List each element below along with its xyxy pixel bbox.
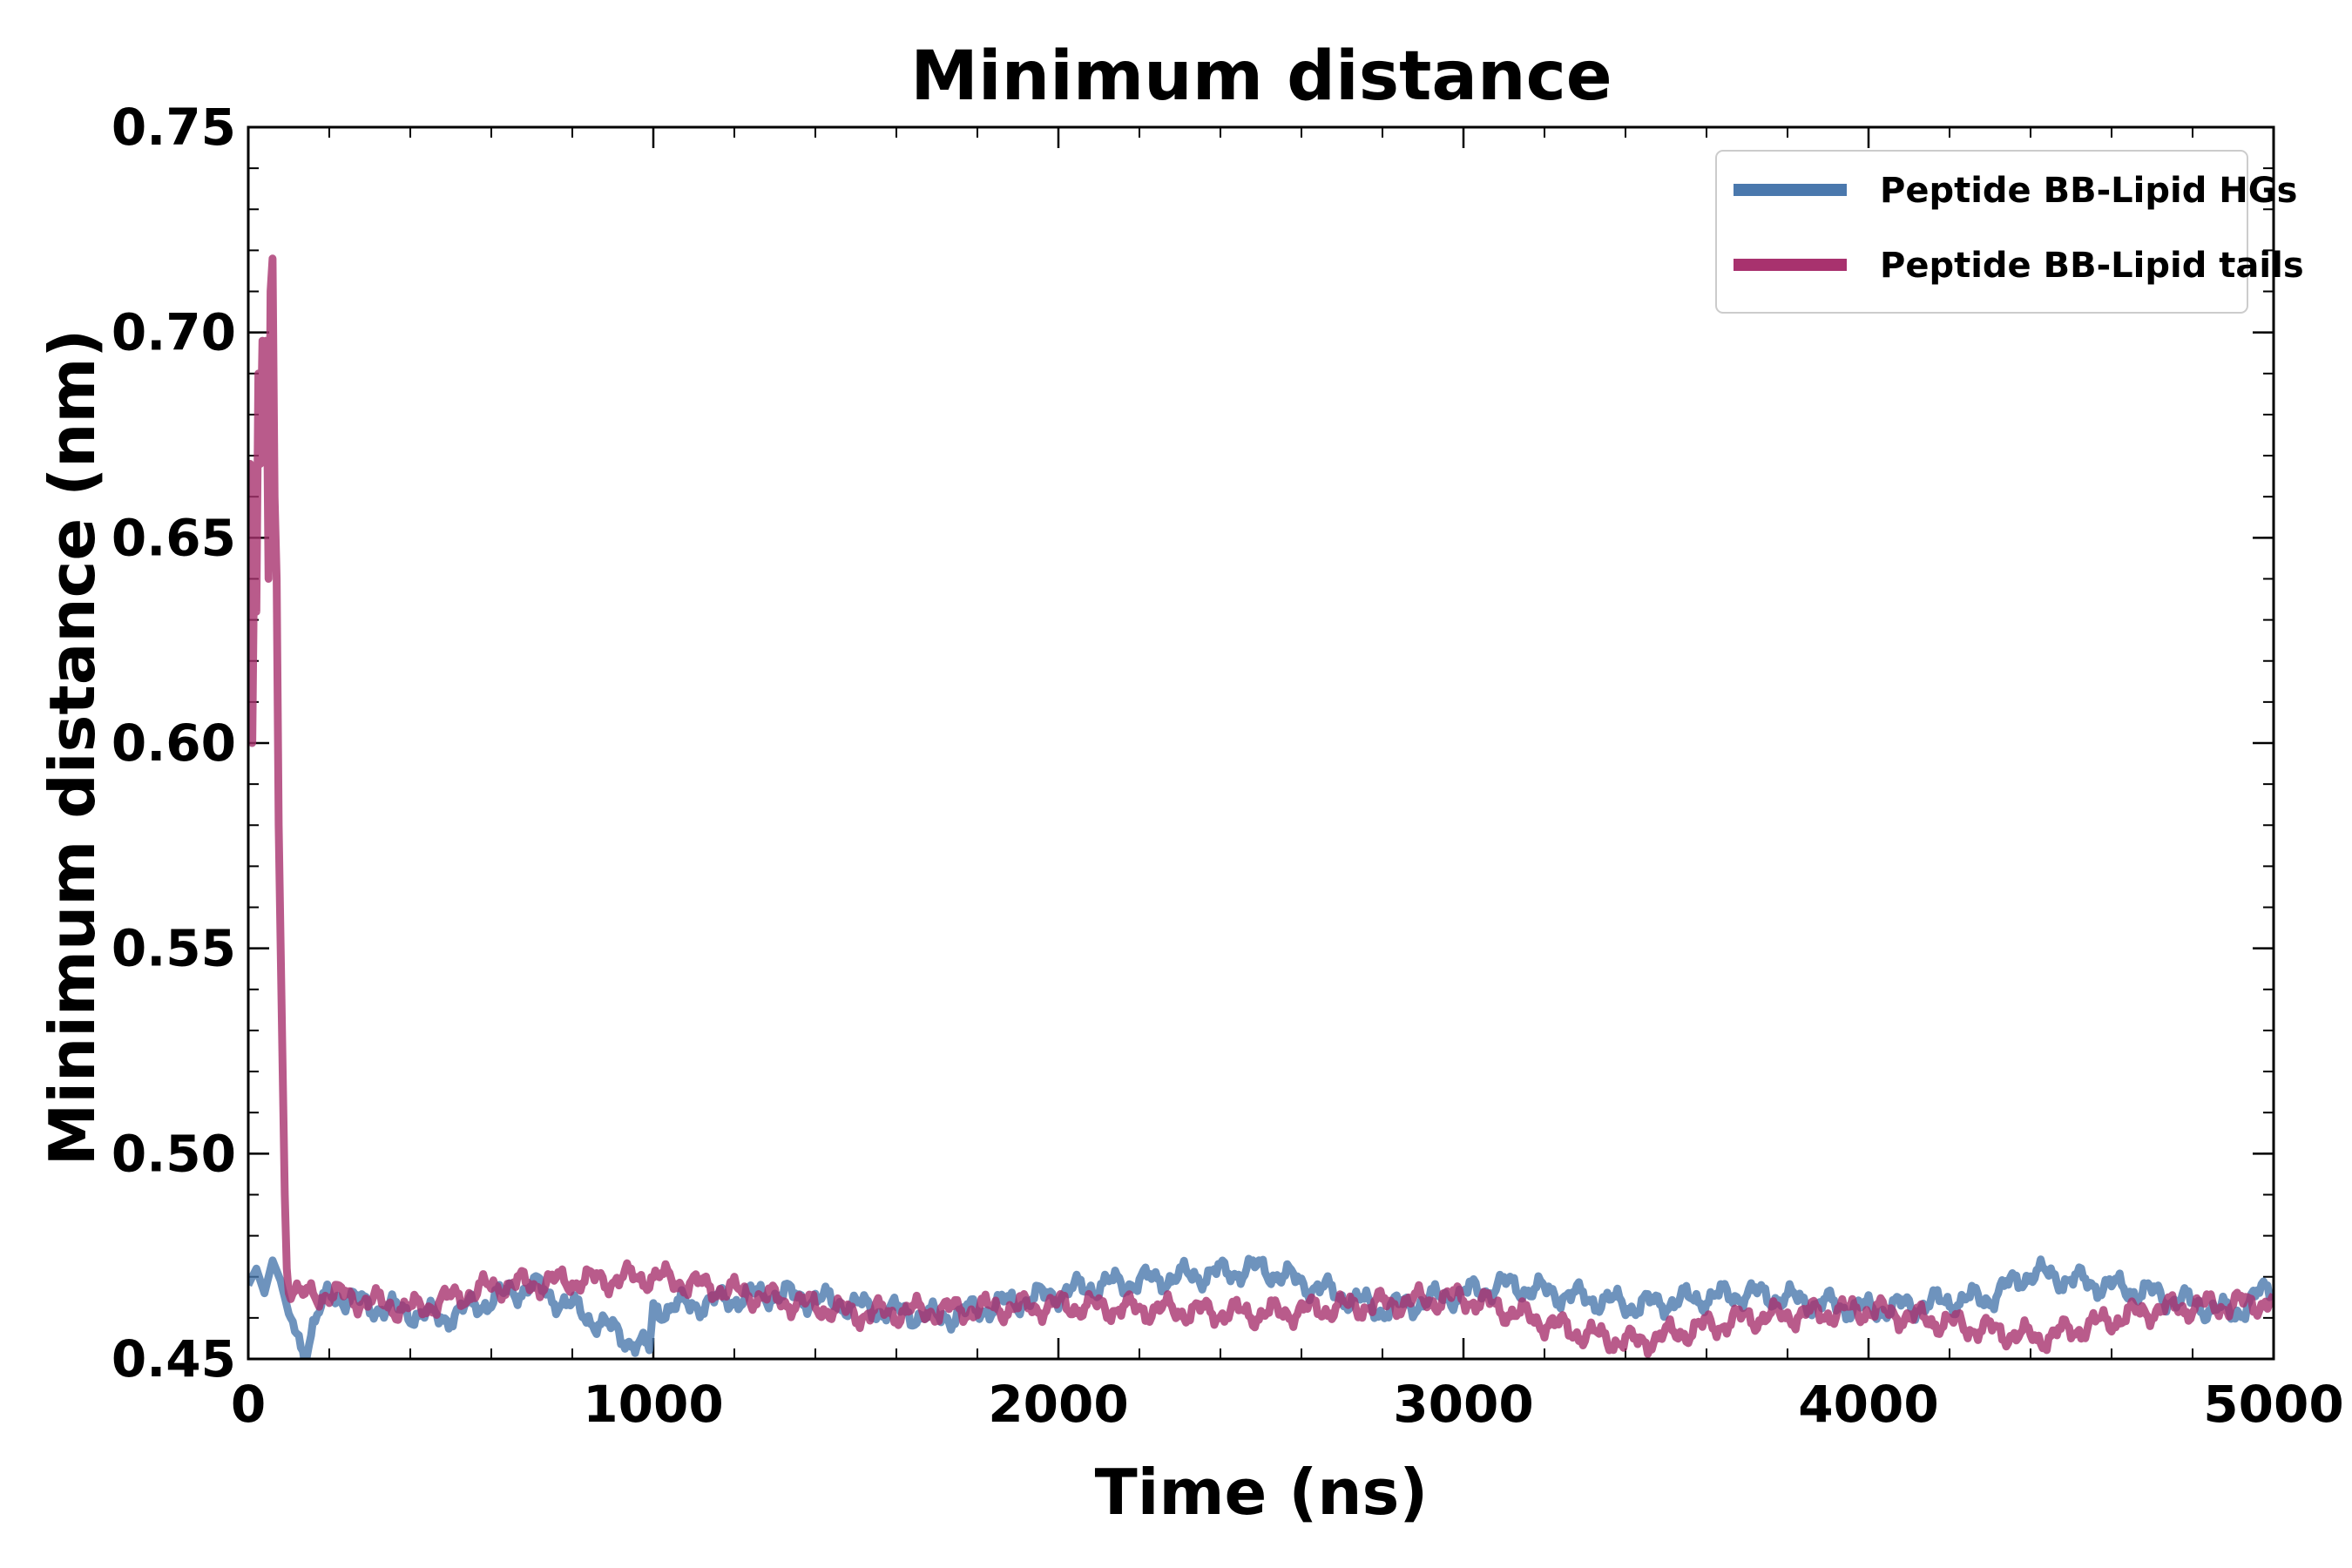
x-tick-label: 4000 bbox=[1798, 1375, 1938, 1434]
series-line-hgs bbox=[248, 1254, 2274, 1359]
x-axis-label: Time (ns) bbox=[1095, 1456, 1429, 1529]
plot-area bbox=[248, 254, 2274, 1359]
legend-box bbox=[1715, 150, 2248, 314]
legend: Peptide BB-Lipid HGs Peptide BB-Lipid tai… bbox=[1715, 150, 2304, 314]
legend-label: Peptide BB-Lipid HGs bbox=[1880, 171, 2297, 211]
y-axis-label: Minimum distance (nm) bbox=[36, 329, 109, 1166]
y-tick-label: 0.45 bbox=[112, 1329, 236, 1389]
plot-frame bbox=[247, 125, 2275, 1361]
x-tick-label: 5000 bbox=[2203, 1375, 2343, 1434]
y-tick-label: 0.70 bbox=[112, 303, 236, 362]
legend-label: Peptide BB-Lipid tails bbox=[1880, 246, 2304, 286]
x-tick-label: 0 bbox=[231, 1375, 266, 1434]
x-tick-label: 2000 bbox=[988, 1375, 1128, 1434]
x-tick-label: 1000 bbox=[583, 1375, 723, 1434]
series-line-tails bbox=[248, 254, 2274, 1358]
y-tick-label: 0.60 bbox=[112, 713, 236, 773]
x-tick-label: 3000 bbox=[1393, 1375, 1533, 1434]
y-tick-label: 0.65 bbox=[112, 508, 236, 567]
y-tick-label: 0.55 bbox=[112, 919, 236, 978]
y-tick-label: 0.50 bbox=[112, 1124, 236, 1183]
chart-title: Minimum distance bbox=[910, 37, 1612, 116]
y-tick-label: 0.75 bbox=[112, 98, 236, 157]
